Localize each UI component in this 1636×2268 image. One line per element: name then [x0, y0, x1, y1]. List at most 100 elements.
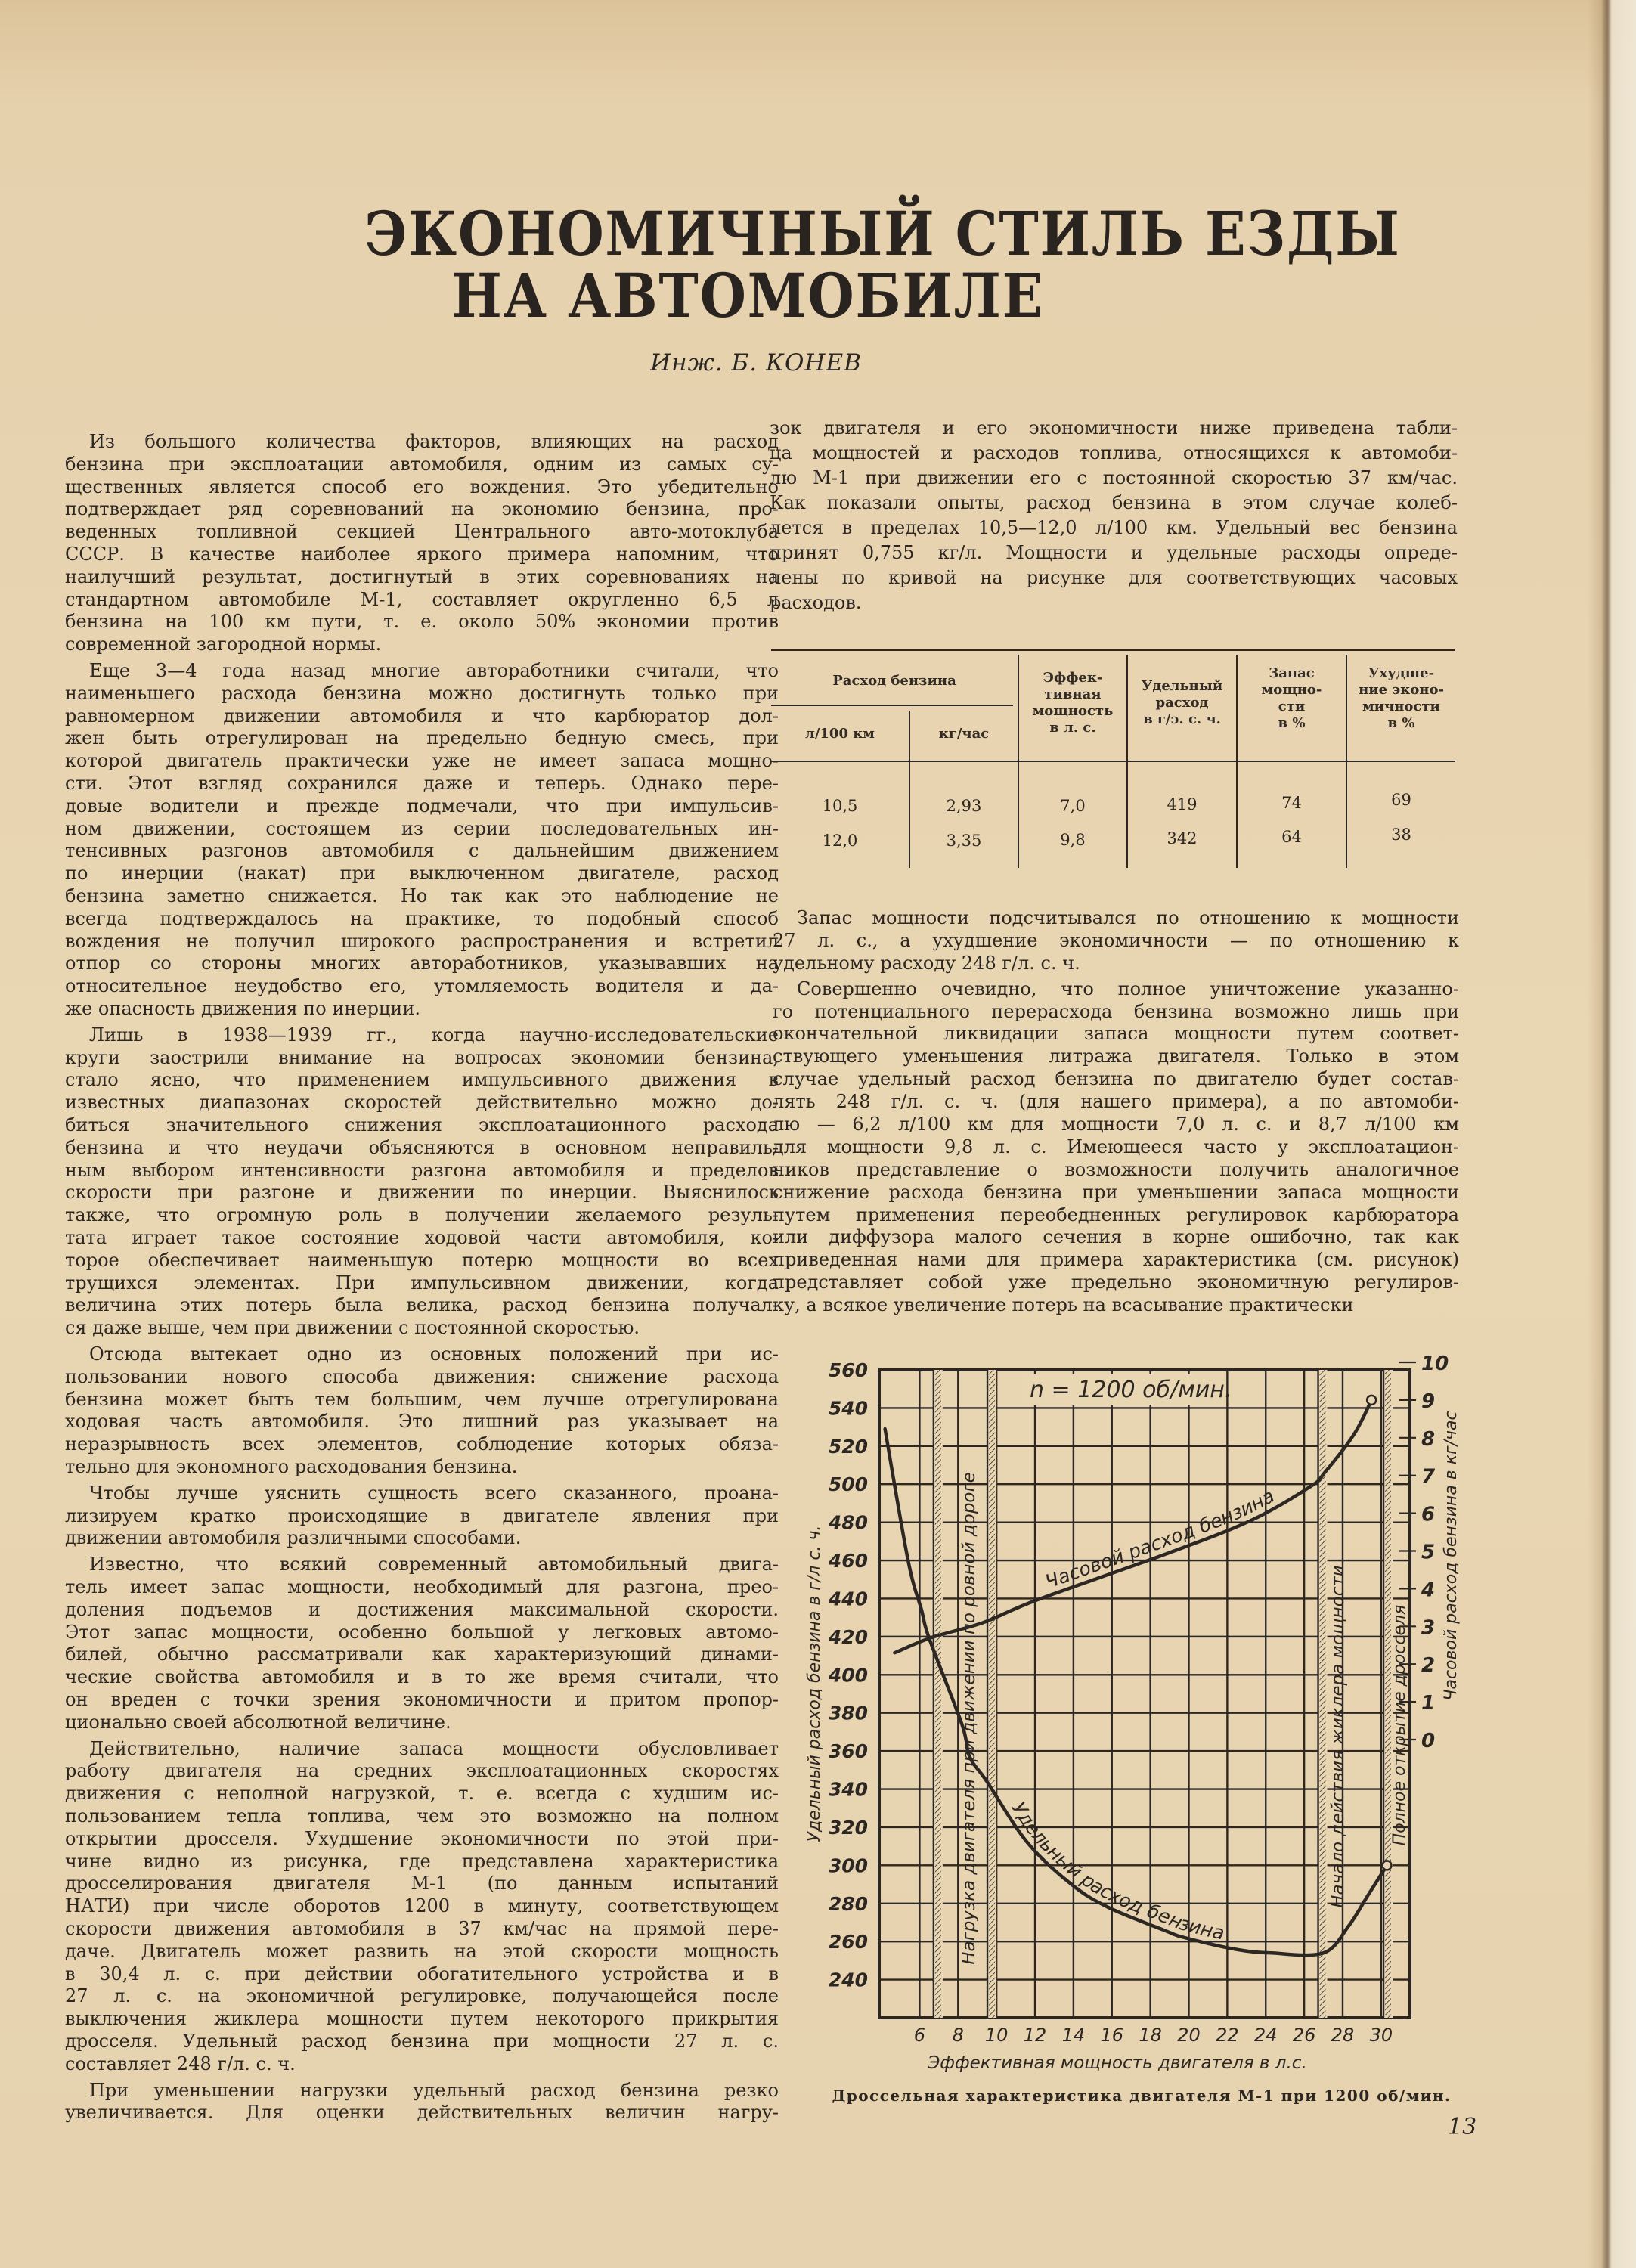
text-line: ным выбором интенсивности разгона автомо…: [65, 1159, 779, 1181]
annotation-background: [1022, 1374, 1194, 1405]
y2-tick-label: 1: [1421, 1692, 1435, 1715]
text-line: тата играет такое состояние ходовой част…: [65, 1226, 779, 1248]
right-column-intro: зок двигателя и его экономичности ниже п…: [770, 0, 1458, 680]
table-cell: 74: [1281, 794, 1302, 812]
text-line: представляет собой уже предельно экономи…: [773, 1272, 1459, 1294]
y2-tick-label: 8: [1421, 1428, 1435, 1451]
text-line: которой двигатель практически уже не име…: [65, 750, 779, 772]
y-tick-label: 500: [829, 1473, 868, 1495]
text-line: же опасность движения по инерции.: [65, 997, 420, 1019]
text-line: сти. Этот взгляд сохранился даже и тепер…: [65, 772, 779, 794]
plot-frame: [878, 1368, 1411, 2019]
text-line: тель имеет запас мощности, необходимый д…: [65, 1576, 779, 1597]
text-line: Действительно, наличие запаса мощности о…: [89, 1737, 779, 1759]
text-line: Известно, что всякий современный автомоб…: [89, 1554, 779, 1576]
text-line: тельно для экономного расходования бензи…: [65, 1455, 518, 1477]
article-title-line-2: НА АВТОМОБИЛЕ: [294, 260, 1201, 331]
text-line: относительное неудобство его, утомляемос…: [65, 975, 779, 997]
marker-label: Начало действия жиклера мощности: [1328, 1565, 1348, 1908]
x-tick-label: 16: [1100, 2025, 1123, 2046]
text-line: наименьшего расхода бензина можно достиг…: [65, 682, 779, 704]
throttle-characteristic-chart: Часовой расход бензина Удельный расход бе…: [805, 1352, 1461, 2073]
text-line: в 30,4 л. с. при действии обогатительног…: [65, 1963, 779, 1984]
text-line: он вреден с точки зрения экономичности и…: [65, 1688, 779, 1710]
text-line: движения с неполной нагрузкой, т. е. все…: [65, 1783, 779, 1805]
text-line: лены по кривой на рисунке для соответств…: [770, 567, 1458, 588]
y2-tick-label: 0: [1421, 1730, 1435, 1752]
y-tick-label: 300: [829, 1854, 868, 1876]
text-line: бензина при эксплоатации автомобиля, одн…: [65, 453, 779, 475]
text-line: ца мощностей и расходов топлива, относящ…: [770, 442, 1458, 463]
text-line: трущихся элементах. При импульсивном дви…: [65, 1272, 779, 1294]
x-tick-label: 28: [1331, 2025, 1355, 2046]
text-line: Лишь в 1938—1939 гг., когда научно-иссле…: [89, 1024, 779, 1046]
text-line: ствующего уменьшения литража двигателя. …: [773, 1046, 1459, 1067]
text-line: тенсивных разгонов автомобиля с дальнейш…: [65, 840, 779, 862]
paragraph: Отсюда вытекает одно из основных положен…: [65, 1343, 779, 1479]
text-line: известных диапазонах скоростей действите…: [65, 1092, 779, 1114]
text-line: ционально своей абсолютной величине.: [65, 1711, 451, 1733]
text-line: по инерции (накат) при выключенном двига…: [65, 863, 779, 885]
x-tick-label: 22: [1216, 2025, 1239, 2046]
y-tick-label: 280: [829, 1893, 868, 1915]
y2-tick-label: 10: [1421, 1352, 1449, 1375]
text-line: скорости движения автомобиля в 37 км/час…: [65, 1917, 779, 1939]
article-title-line-1: ЭКОНОМИЧНЫЙ СТИЛЬ ЕЗДЫ: [294, 198, 1399, 269]
band-hatching: [934, 1370, 941, 2018]
text-line: 27 л. с. на экономичной регулировке, пол…: [65, 1985, 779, 2007]
series-label-text: Часовой расход бензина: [1043, 1485, 1278, 1593]
text-line: дросселя. Удельный расход бензина при мо…: [65, 2030, 779, 2052]
y-tick-label: 440: [828, 1588, 868, 1610]
paragraph: Известно, что всякий современный автомоб…: [65, 1554, 779, 1734]
table-cell: 64: [1281, 828, 1302, 846]
text-line: составляет 248 г/л. с. ч.: [65, 2053, 296, 2074]
y-tick-label: 260: [829, 1931, 868, 1953]
y2-tick-label: 9: [1421, 1390, 1435, 1413]
text-line: для мощности 9,8 л. с. Имеющееся часто у…: [773, 1136, 1459, 1157]
text-line: Совершенно очевидно, что полное уничтоже…: [797, 978, 1459, 999]
text-line: увеличивается. Для оценки действительных…: [65, 2102, 779, 2124]
x-tick-label: 14: [1062, 2025, 1086, 2046]
y2-tick-label: 3: [1421, 1616, 1435, 1639]
curve-end-marker: [1365, 1394, 1377, 1406]
y2-tick-label: 6: [1421, 1504, 1435, 1526]
text-line: ческие свойства автомобиля и в то же вре…: [65, 1666, 779, 1688]
text-line: также, что огромную роль в получении жел…: [65, 1204, 779, 1226]
x-tick-label: 24: [1254, 2025, 1278, 2046]
text-line: расходов.: [770, 592, 862, 613]
x-tick-label: 12: [1024, 2025, 1047, 2046]
load-region-right-band: [986, 1370, 997, 2018]
table-cell: 3,35: [946, 832, 982, 850]
text-line: случае удельный расход бензина по двигат…: [773, 1068, 1459, 1090]
text-line: щественных является способ его вождения.…: [65, 476, 779, 497]
text-line: или диффузора малого сечения в корне оши…: [773, 1226, 1459, 1248]
paragraph: Чтобы лучше уяснить сущность всего сказа…: [65, 1483, 779, 1550]
chart-grid: [878, 1361, 1416, 2019]
vertical-marker-band: [1382, 1370, 1393, 2018]
band-hatching: [1319, 1370, 1326, 2018]
load-region-left-band: [932, 1370, 943, 2018]
page-number: 13: [1448, 2114, 1477, 2140]
table-cell: 9,8: [1060, 831, 1086, 849]
paragraph: Действительно, наличие запаса мощности о…: [65, 1738, 779, 2076]
text-line: ку, а всякое увеличение потерь на всасыв…: [773, 1294, 1354, 1316]
author-byline: Инж. Б. КОНЕВ: [650, 349, 862, 376]
band-hatching: [989, 1370, 996, 2018]
y-tick-label: 240: [829, 1969, 868, 1991]
y-axis-label: Удельный расход бензина в г/л с. ч.: [805, 1526, 824, 1842]
table-cell: 419: [1167, 795, 1198, 813]
y2-axis-label: Часовой расход бензина в кг/час: [1442, 1411, 1461, 1700]
table-top-rule: [771, 649, 1455, 651]
text-line: приведенная нами для примера характерист…: [773, 1249, 1459, 1271]
text-line: стало ясно, что применением импульсивног…: [65, 1069, 779, 1091]
text-line: пользованием тепла топлива, чем это возм…: [65, 1805, 779, 1826]
band-hatching: [1385, 1370, 1392, 2018]
text-line: бензина на 100 км пути, т. е. около 50% …: [65, 611, 779, 633]
text-line: даче. Двигатель может развить на этой ск…: [65, 1940, 779, 1962]
series-label-text: Удельный расход бензина: [1007, 1798, 1226, 1944]
text-line: бензина заметно снижается. Но так как эт…: [65, 885, 779, 906]
text-line: пользовании нового способа движения: сни…: [65, 1365, 779, 1387]
paragraph: Запас мощности подсчитывался по отношени…: [773, 907, 1459, 975]
x-tick-label: 18: [1139, 2025, 1162, 2046]
text-line: зок двигателя и его экономичности ниже п…: [770, 417, 1458, 438]
